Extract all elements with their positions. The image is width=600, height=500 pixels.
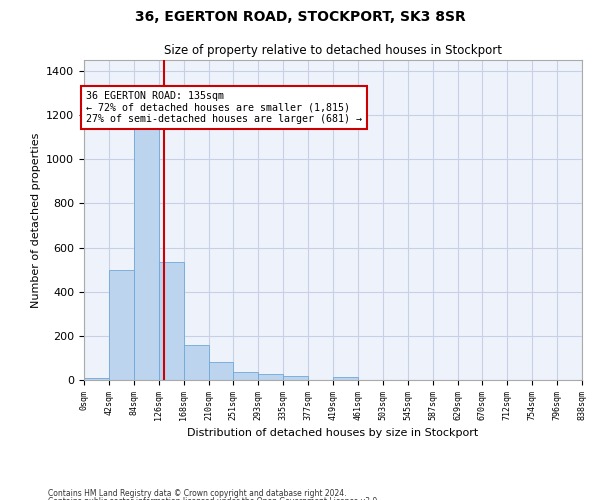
- Y-axis label: Number of detached properties: Number of detached properties: [31, 132, 41, 308]
- Bar: [159, 262, 184, 380]
- Text: Contains HM Land Registry data © Crown copyright and database right 2024.: Contains HM Land Registry data © Crown c…: [48, 488, 347, 498]
- Bar: [233, 372, 258, 380]
- Text: 36 EGERTON ROAD: 135sqm
← 72% of detached houses are smaller (1,815)
27% of semi: 36 EGERTON ROAD: 135sqm ← 72% of detache…: [86, 91, 362, 124]
- Text: Contains public sector information licensed under the Open Government Licence v3: Contains public sector information licen…: [48, 497, 380, 500]
- Bar: [258, 374, 283, 380]
- Bar: [333, 376, 358, 380]
- Bar: [84, 378, 109, 380]
- Text: 36, EGERTON ROAD, STOCKPORT, SK3 8SR: 36, EGERTON ROAD, STOCKPORT, SK3 8SR: [134, 10, 466, 24]
- Bar: [134, 125, 159, 380]
- Bar: [184, 344, 209, 380]
- Title: Size of property relative to detached houses in Stockport: Size of property relative to detached ho…: [164, 44, 502, 58]
- Bar: [109, 270, 134, 380]
- Bar: [283, 376, 308, 380]
- Bar: [209, 362, 233, 380]
- X-axis label: Distribution of detached houses by size in Stockport: Distribution of detached houses by size …: [187, 428, 479, 438]
